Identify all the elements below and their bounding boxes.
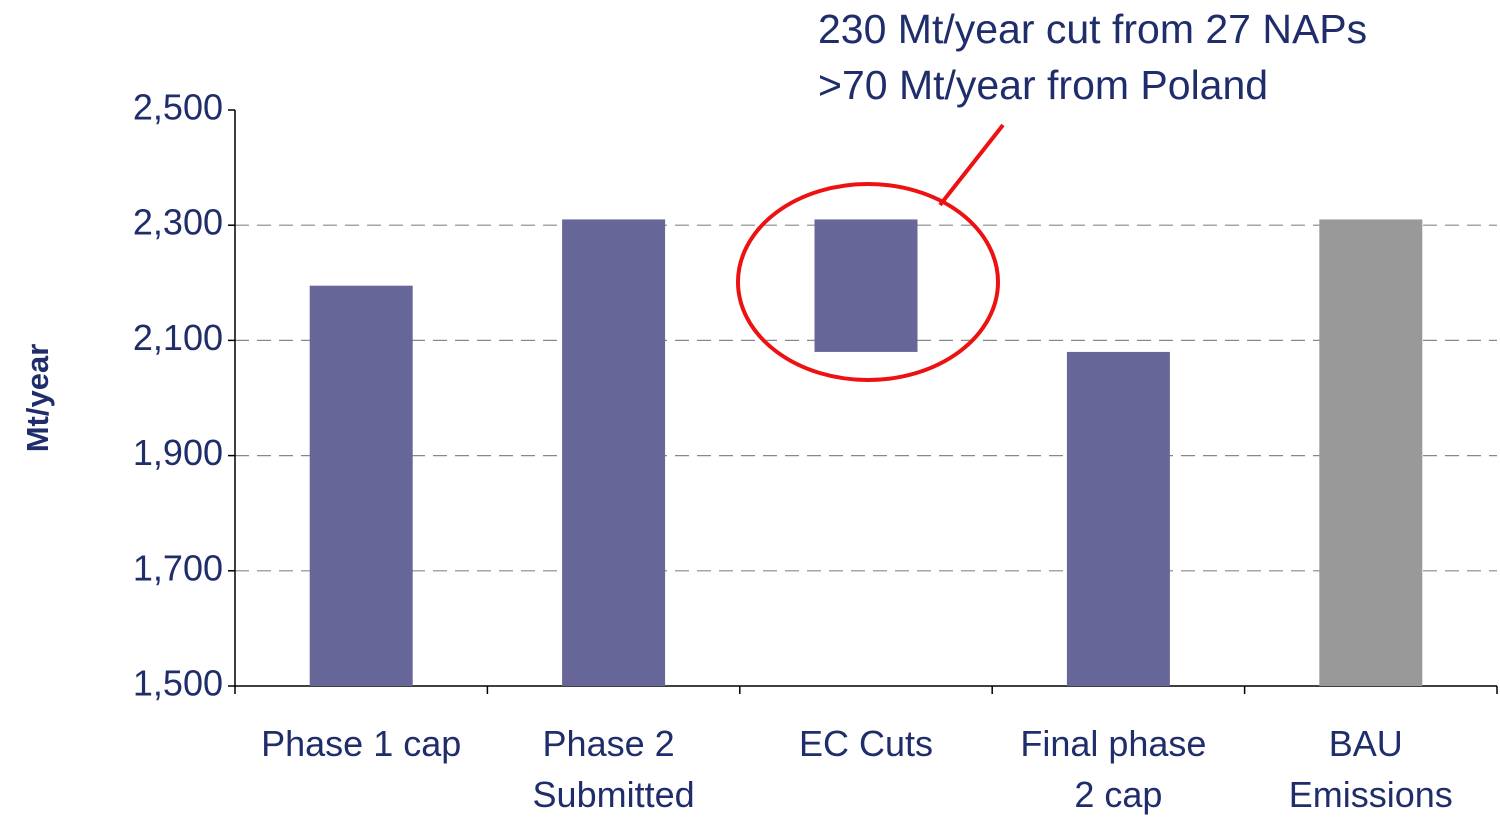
y-tick-label: 2,300 bbox=[133, 202, 223, 243]
y-tick-label: 1,500 bbox=[133, 663, 223, 704]
x-tick-label: BAU Emissions bbox=[1289, 723, 1453, 815]
y-tick-label: 1,700 bbox=[133, 547, 223, 588]
x-tick-label: Phase 2 Submitted bbox=[533, 723, 695, 815]
y-tick-label: 2,500 bbox=[133, 87, 223, 128]
annotation-line: 230 Mt/year cut from 27 NAPs bbox=[818, 6, 1367, 52]
highlight-ellipse bbox=[736, 182, 1000, 382]
y-tick-label: 1,900 bbox=[133, 432, 223, 473]
plot-area: 1,500 1,700 1,900 2,100 2,300 2,500 Phase 1 ca… bbox=[133, 87, 1498, 815]
bar bbox=[1319, 219, 1423, 686]
x-tick-label: Phase 1 cap bbox=[261, 723, 461, 764]
bar bbox=[1066, 351, 1170, 686]
bar bbox=[814, 219, 918, 352]
x-tick-label: EC Cuts bbox=[799, 723, 933, 764]
annotation-line: >70 Mt/year from Poland bbox=[818, 62, 1268, 108]
x-tick-label: Final phase 2 cap bbox=[1020, 723, 1216, 815]
y-tick-label: 2,100 bbox=[133, 317, 223, 358]
bar bbox=[309, 285, 413, 686]
callout-line bbox=[938, 123, 1005, 207]
bar bbox=[562, 219, 666, 686]
y-axis-title: Mt/year bbox=[20, 344, 55, 453]
